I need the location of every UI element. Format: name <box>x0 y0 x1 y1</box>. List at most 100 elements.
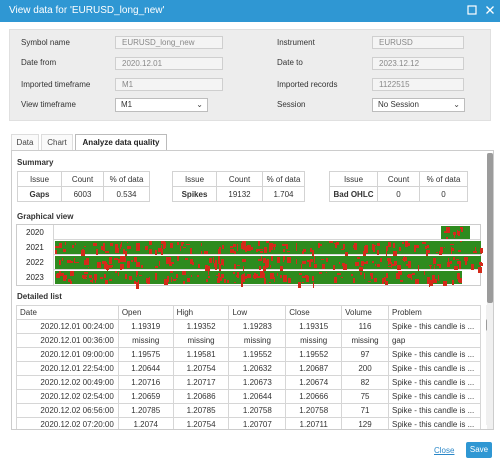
cell-open: 1.20659 <box>117 389 174 404</box>
table-row[interactable]: 2020.12.02 07:20:00 1.2074 1.20754 1.20707 1… <box>16 417 482 429</box>
tab-analyze-data-quality[interactable]: Analyze data quality <box>75 134 167 151</box>
spike-mark <box>382 277 384 284</box>
panel-scroll-thumb[interactable] <box>487 153 493 303</box>
window-title: View data for 'EURUSD_long_new' <box>9 5 165 16</box>
spike-mark <box>269 264 272 269</box>
view-timeframe-select[interactable]: M1 ⌄ <box>115 98 208 112</box>
close-icon[interactable] <box>484 5 495 16</box>
spike-mark <box>262 265 266 271</box>
spike-mark <box>407 261 412 268</box>
tab-data[interactable]: Data <box>11 134 39 150</box>
column-header-date[interactable]: Date <box>16 305 119 320</box>
spike-mark <box>377 243 380 247</box>
spike-mark <box>386 257 389 262</box>
table-row[interactable]: 2020.12.01 00:24:00 1.19319 1.19352 1.19283… <box>16 319 482 334</box>
spike-mark <box>214 259 218 265</box>
table-row[interactable]: 2020.12.02 00:49:00 1.20716 1.20717 1.20673… <box>16 375 482 390</box>
cell-low: 1.20707 <box>228 417 287 429</box>
summary-count: 0 <box>377 186 420 202</box>
spike-mark <box>478 266 482 273</box>
spike-mark <box>218 246 221 250</box>
spike-mark <box>104 263 109 266</box>
table-row[interactable]: 2020.12.02 02:54:00 1.20659 1.20686 1.20644… <box>16 389 482 404</box>
spike-mark <box>71 245 75 249</box>
table-row[interactable]: 2020.12.01 09:00:00 1.19575 1.19581 1.19552… <box>16 347 482 362</box>
spike-mark <box>94 273 97 281</box>
save-button[interactable]: Save <box>466 442 492 458</box>
spike-mark <box>108 278 112 282</box>
spike-mark <box>415 279 419 285</box>
table-row[interactable]: 2020.12.01 22:54:00 1.20644 1.20754 1.20632… <box>16 361 482 376</box>
spike-mark <box>453 232 457 235</box>
chevron-down-icon: ⌄ <box>453 100 460 109</box>
spike-mark <box>353 242 357 250</box>
spike-mark <box>295 249 298 252</box>
spike-mark <box>451 248 454 252</box>
spike-mark <box>280 265 283 272</box>
spike-mark <box>287 256 292 264</box>
summary-header-count: Count <box>61 171 104 187</box>
graphical-view-title: Graphical view <box>17 212 74 221</box>
cell-low: 1.19552 <box>228 347 287 362</box>
close-link[interactable]: Close <box>434 446 455 455</box>
table-row[interactable]: 2020.12.01 00:36:00 missing missing missing… <box>16 333 482 348</box>
spike-mark <box>385 246 389 251</box>
spike-mark <box>459 263 462 269</box>
spike-mark <box>218 264 221 271</box>
cell-problem: Spike - this candle is ... <box>387 389 482 404</box>
spike-mark <box>181 241 184 244</box>
spike-mark <box>370 273 373 280</box>
spike-mark <box>109 257 112 262</box>
spike-mark <box>176 274 178 279</box>
tab-chart[interactable]: Chart <box>41 134 73 150</box>
spike-mark <box>168 262 172 266</box>
spike-mark <box>406 263 408 267</box>
column-header-close[interactable]: Close <box>285 305 343 320</box>
session-select[interactable]: No Session ⌄ <box>372 98 465 112</box>
spike-mark <box>102 248 105 252</box>
spike-mark <box>213 257 215 264</box>
summary-count: 6003 <box>61 186 104 202</box>
spike-mark <box>282 274 287 282</box>
column-header-volume[interactable]: Volume <box>341 305 389 320</box>
spike-mark <box>208 257 213 263</box>
graph-year-label: 2023 <box>17 270 54 285</box>
symbol-name-label: Symbol name <box>21 38 70 47</box>
spike-mark <box>81 250 86 257</box>
column-header-open[interactable]: Open <box>117 305 174 320</box>
cell-date: 2020.12.01 00:36:00 <box>16 333 119 348</box>
column-header-low[interactable]: Low <box>228 305 287 320</box>
spike-mark <box>479 248 483 253</box>
spike-mark <box>250 247 253 251</box>
spike-mark <box>157 248 162 253</box>
summary-header-issue: Issue <box>172 171 217 187</box>
spike-mark <box>359 271 362 275</box>
spike-mark <box>59 259 61 265</box>
summary-table-gaps: Issue Count % of data Gaps 6003 0.534 <box>17 171 150 202</box>
spike-mark <box>265 241 270 244</box>
spike-mark <box>155 273 158 280</box>
column-header-high[interactable]: High <box>172 305 230 320</box>
restore-icon[interactable] <box>466 5 477 16</box>
spike-mark <box>104 279 109 284</box>
spike-mark <box>85 257 90 265</box>
spike-mark <box>473 250 477 253</box>
cell-volume: 97 <box>341 347 389 362</box>
cell-close: missing <box>285 333 343 348</box>
spike-mark <box>120 256 125 263</box>
spike-mark <box>108 266 112 269</box>
spike-mark <box>214 263 217 271</box>
cell-date: 2020.12.01 09:00:00 <box>16 347 119 362</box>
cell-date: 2020.12.02 06:56:00 <box>16 403 119 418</box>
spike-mark <box>303 249 306 253</box>
spike-mark <box>333 265 335 271</box>
spike-mark <box>301 275 306 278</box>
spike-mark <box>406 243 410 246</box>
spike-mark <box>269 243 273 250</box>
panel-scrollbar[interactable] <box>487 153 493 429</box>
table-row[interactable]: 2020.12.02 06:56:00 1.20785 1.20785 1.20758… <box>16 403 482 418</box>
cell-problem: Spike - this candle is ... <box>387 361 482 376</box>
column-header-problem[interactable]: Problem <box>387 305 482 320</box>
spike-mark <box>443 246 445 248</box>
spike-mark <box>279 275 282 279</box>
